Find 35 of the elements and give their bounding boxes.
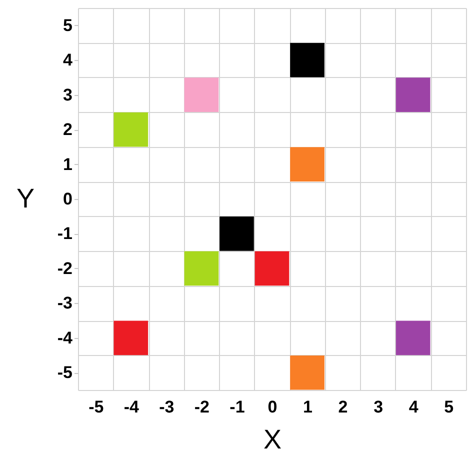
x-tick-label: 0 (268, 398, 278, 416)
x-tick-label: -3 (159, 398, 174, 416)
x-tick-label: 3 (374, 398, 384, 416)
y-tick-label: -5 (57, 363, 72, 382)
y-tick-label: 0 (63, 190, 72, 208)
x-tick-label: -4 (124, 398, 140, 416)
point (114, 112, 148, 147)
x-tick-label: -5 (88, 398, 104, 416)
y-tick-label: 2 (63, 120, 72, 140)
y-tick-label: 5 (63, 16, 72, 35)
point (114, 320, 148, 356)
point (396, 320, 430, 356)
point (290, 147, 324, 182)
y-tick-label: 1 (63, 154, 72, 174)
point (396, 78, 430, 112)
y-tick-label: -1 (57, 224, 72, 244)
x-tick-label: -1 (230, 398, 245, 416)
x-axis-title: X (263, 424, 282, 454)
y-tick-label: 3 (63, 85, 72, 104)
point (254, 251, 290, 286)
x-tick-label: 4 (408, 398, 419, 416)
point (290, 355, 324, 390)
x-tick-label: 5 (444, 398, 454, 416)
point (184, 78, 219, 112)
x-tick-label: 2 (338, 398, 348, 416)
y-tick-label: -2 (57, 258, 72, 278)
x-tick-label: 1 (303, 398, 313, 416)
point (290, 42, 324, 78)
point (220, 216, 254, 251)
y-tick-label: -4 (57, 328, 74, 348)
point (184, 251, 219, 286)
x-tick-label: -2 (194, 398, 210, 416)
y-axis-title: Y (16, 184, 35, 214)
y-tick-label: -3 (57, 294, 72, 313)
y-tick-label: 4 (63, 50, 74, 70)
